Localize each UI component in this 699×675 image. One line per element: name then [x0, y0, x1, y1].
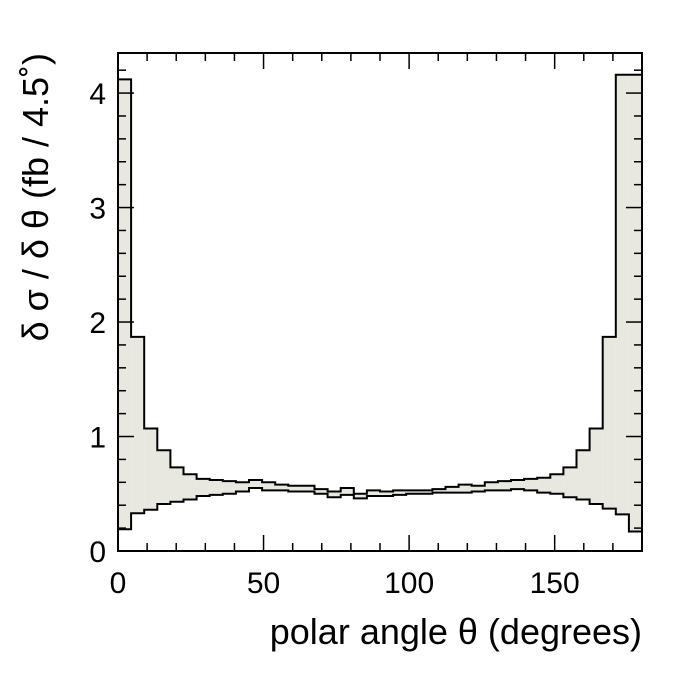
band-bin-3 [157, 450, 171, 505]
y-tick-label-1: 1 [89, 422, 106, 455]
band-bin-10 [249, 480, 263, 489]
band-bin-25 [445, 486, 459, 493]
tick-layer [117, 53, 643, 552]
band-bin-8 [222, 481, 236, 494]
band-bin-38 [615, 74, 629, 515]
band-bin-22 [406, 490, 420, 494]
band-bin-19 [366, 490, 380, 497]
band-bin-14 [301, 485, 315, 492]
band-bin-26 [458, 484, 472, 493]
x-tick-label-0: 0 [110, 567, 127, 600]
y-tick-label-3: 3 [89, 193, 106, 226]
band-bin-18 [353, 493, 367, 499]
band-bin-21 [393, 490, 407, 495]
series-lower-line [118, 487, 642, 533]
band-bin-34 [563, 467, 577, 498]
band-bin-27 [471, 485, 485, 492]
band-bin-2 [144, 428, 158, 510]
band-bin-12 [275, 484, 289, 491]
x-tick-labels: 0 50 100 150 [110, 567, 580, 600]
y-axis-title: δ σ / δ θ (fb / 4.5˚) [15, 53, 56, 341]
band-bin-30 [511, 480, 525, 490]
band-bin-13 [288, 485, 302, 492]
band-bin-20 [380, 491, 394, 497]
line-layer [117, 73, 643, 533]
band-bin-32 [537, 477, 551, 493]
band-bin-29 [497, 481, 511, 491]
y-tick-label-2: 2 [89, 307, 106, 340]
series-upper-line [118, 73, 642, 495]
band-bin-17 [340, 488, 354, 495]
y-tick-label-4: 4 [89, 78, 106, 111]
band-bin-4 [170, 467, 184, 502]
band-bin-16 [327, 491, 341, 498]
band-bin-6 [196, 478, 210, 497]
band-bin-31 [524, 478, 538, 491]
band-bin-28 [484, 482, 498, 491]
band-bin-5 [183, 474, 197, 500]
band-bin-1 [131, 336, 145, 514]
x-tick-label-150: 150 [530, 567, 580, 600]
band-bin-39 [628, 74, 642, 532]
band-bin-35 [576, 450, 590, 500]
y-tick-labels: 0 1 2 3 4 [89, 78, 106, 569]
band-bin-9 [235, 482, 249, 492]
band-bin-23 [419, 490, 433, 494]
x-axis-title: polar angle θ (degrees) [270, 611, 642, 652]
band-bin-15 [314, 489, 328, 494]
band-bin-36 [589, 428, 603, 505]
band-bin-33 [550, 474, 564, 494]
band-bin-7 [209, 480, 223, 495]
band-bin-37 [602, 336, 616, 509]
band-bin-24 [432, 489, 446, 493]
band-layer [118, 74, 642, 532]
band-bin-0 [118, 79, 132, 530]
x-tick-label-100: 100 [384, 567, 434, 600]
band-bin-11 [262, 482, 276, 491]
y-tick-label-0: 0 [89, 536, 106, 569]
x-tick-label-50: 50 [247, 567, 280, 600]
